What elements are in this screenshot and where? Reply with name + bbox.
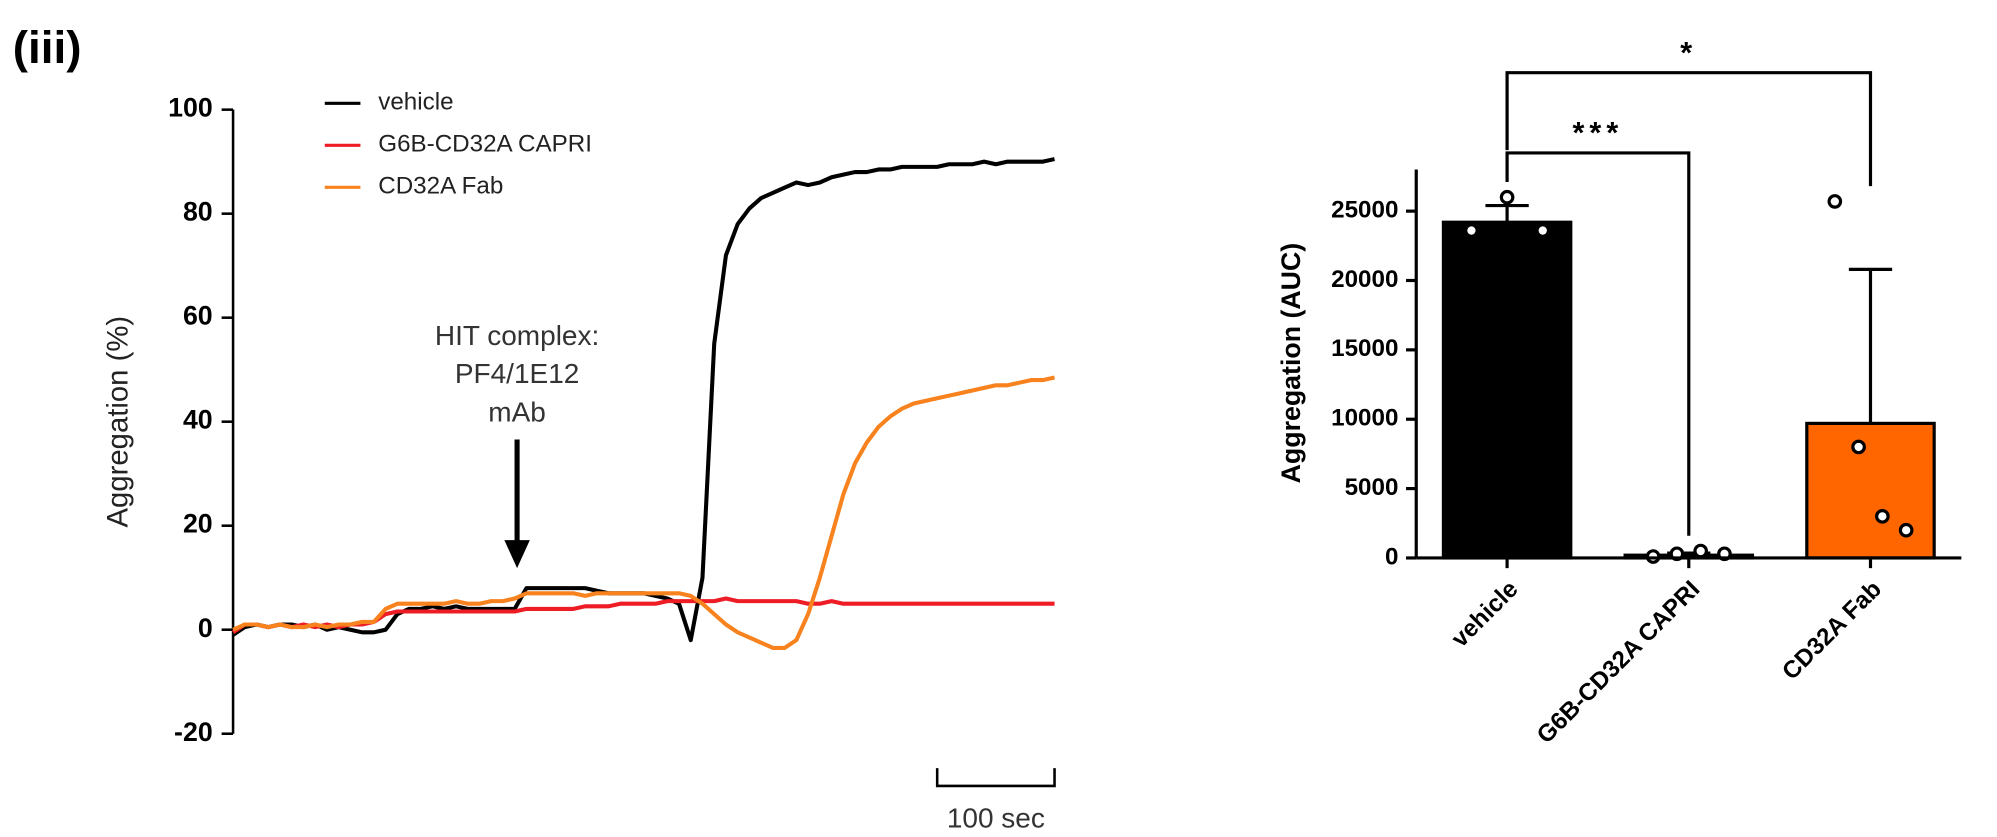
scale-bar-label: 100 sec <box>947 803 1045 834</box>
data-line <box>231 596 1055 635</box>
y-tick-label: 0 <box>1385 543 1398 570</box>
scale-bar <box>935 768 1056 788</box>
annotation-arrowhead <box>504 540 530 569</box>
y-tick-label: 25000 <box>1331 197 1398 224</box>
y-tick-label: 20000 <box>1331 266 1398 293</box>
error-bar <box>1848 267 1893 424</box>
x-tick-label: vehicle <box>1446 576 1523 653</box>
y-tick-label: 20 <box>183 509 213 539</box>
x-tick-label: CD32A Fab <box>1777 576 1887 686</box>
error-bar <box>1485 203 1529 223</box>
significance-label: *** <box>1572 116 1623 150</box>
legend-label: vehicle <box>378 89 453 116</box>
data-point <box>1499 189 1515 205</box>
significance-label: * <box>1680 36 1697 70</box>
significance-bracket <box>1505 151 1691 536</box>
y-tick-label: 100 <box>168 93 213 123</box>
y-tick-label: 5000 <box>1345 474 1399 501</box>
panel-label: (iii) <box>13 22 82 73</box>
annotation-text: HIT complex: <box>435 320 599 351</box>
annotation-text: mAb <box>488 396 546 427</box>
y-axis-label: Aggregation (AUC) <box>1276 243 1306 484</box>
annotation-text: PF4/1E12 <box>455 358 580 389</box>
bar <box>1441 220 1573 560</box>
data-point <box>1875 509 1890 524</box>
y-tick-label: -20 <box>174 717 213 747</box>
data-line <box>232 375 1055 650</box>
legend-label: G6B-CD32A CAPRI <box>378 131 592 158</box>
data-point <box>1827 194 1843 209</box>
data-point <box>1535 223 1551 238</box>
significance-bracket <box>1505 71 1873 187</box>
y-tick-label: 60 <box>183 301 213 331</box>
y-tick-label: 15000 <box>1331 335 1398 362</box>
x-tick-label: G6B-CD32A CAPRI <box>1532 576 1705 749</box>
y-tick-label: 80 <box>183 197 213 227</box>
y-tick-label: 0 <box>198 613 213 643</box>
data-point <box>1693 543 1708 559</box>
y-tick-label: 10000 <box>1331 405 1398 432</box>
y-tick-label: 40 <box>183 405 213 435</box>
bar <box>1805 421 1936 560</box>
data-point <box>1464 223 1479 238</box>
legend-label: CD32A Fab <box>378 173 503 200</box>
data-point <box>1851 439 1866 455</box>
y-axis-label: Aggregation (%) <box>101 316 134 528</box>
data-point <box>1898 522 1914 538</box>
